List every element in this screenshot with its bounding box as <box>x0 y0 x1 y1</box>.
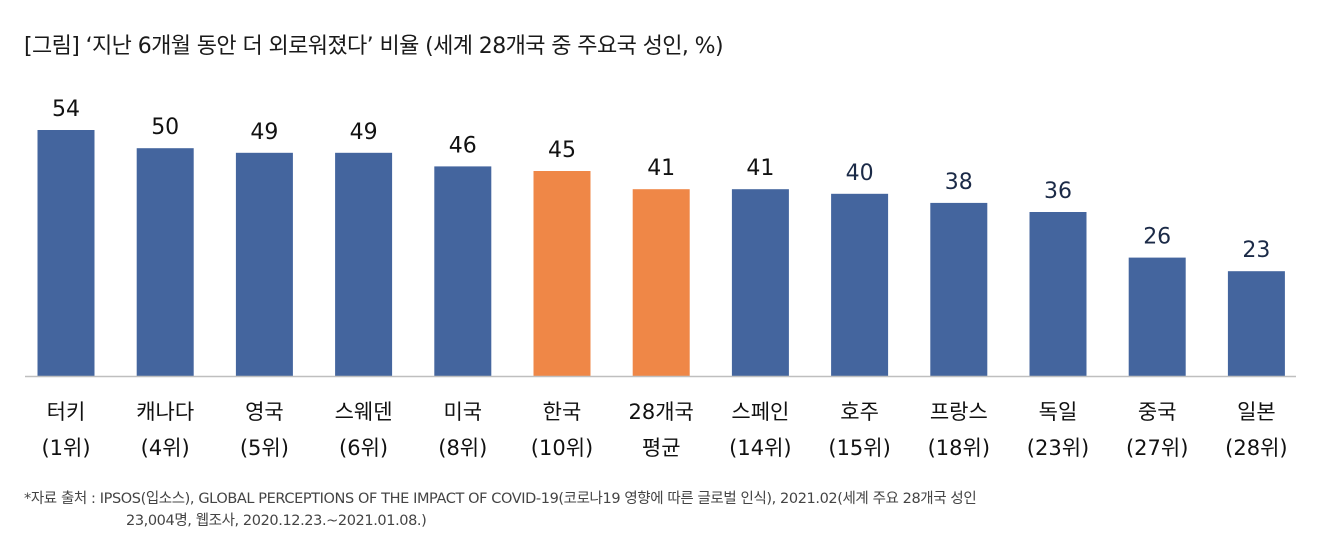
category-label: 스페인 <box>731 400 789 424</box>
category-label: 영국 <box>245 400 284 424</box>
bar-28개국 <box>632 189 690 376</box>
data-label: 45 <box>548 138 576 163</box>
category-label: 중국 <box>1138 400 1177 424</box>
category-label: 터키 <box>47 400 86 424</box>
bar-스페인 <box>731 189 789 376</box>
category-rank-label: (23위) <box>1027 436 1089 460</box>
source-note: *자료 출처 : IPSOS(입소스), GLOBAL PERCEPTIONS … <box>24 488 977 532</box>
data-label: 49 <box>250 120 278 145</box>
bar-터키 <box>37 130 95 376</box>
category-rank-label: (28위) <box>1225 436 1287 460</box>
data-label: 41 <box>647 156 675 181</box>
category-rank-label: (27위) <box>1126 436 1188 460</box>
bar-chart: 54 터키 (1위) 50 캐나다 (4위) 49 영국 (5위) 49 스웨덴 (6위) 46 미국 (8… <box>25 97 1296 460</box>
category-rank-label: (5위) <box>240 436 289 460</box>
bar-스웨덴 <box>335 152 393 376</box>
category-rank-label: (14위) <box>729 436 791 460</box>
category-label: 프랑스 <box>930 400 988 424</box>
category-label: 미국 <box>443 400 482 424</box>
source-line-1: *자료 출처 : IPSOS(입소스), GLOBAL PERCEPTIONS … <box>24 491 977 507</box>
data-label: 26 <box>1143 225 1171 250</box>
bar-프랑스 <box>930 202 988 376</box>
bar-미국 <box>434 166 492 376</box>
data-label: 50 <box>151 115 179 140</box>
bar-독일 <box>1029 212 1087 376</box>
category-rank-label: (10위) <box>531 436 593 460</box>
bar-중국 <box>1128 257 1186 376</box>
data-label: 36 <box>1044 179 1072 204</box>
category-rank-label: 평균 <box>642 436 681 460</box>
category-label: 캐나다 <box>136 400 194 424</box>
category-label: 독일 <box>1039 400 1078 424</box>
data-label: 54 <box>52 97 80 122</box>
bar-한국 <box>533 171 591 376</box>
bar-호주 <box>831 193 889 376</box>
bar-영국 <box>235 152 293 376</box>
category-rank-label: (18위) <box>928 436 990 460</box>
data-label: 40 <box>846 161 874 186</box>
category-rank-label: (1위) <box>41 436 90 460</box>
category-label: 일본 <box>1237 400 1276 424</box>
data-label: 46 <box>449 133 477 158</box>
category-rank-label: (8위) <box>438 436 487 460</box>
source-line-2: 23,004명, 웹조사, 2020.12.23.~2021.01.08.) <box>126 513 427 529</box>
data-label: 23 <box>1242 238 1270 263</box>
category-label: 스웨덴 <box>335 400 393 424</box>
data-label: 41 <box>746 156 774 181</box>
chart-title: [그림] ‘지난 6개월 동안 더 외로워졌다’ 비율 (세계 28개국 중 주… <box>24 34 724 59</box>
bar-일본 <box>1227 271 1285 376</box>
category-label: 호주 <box>840 400 879 424</box>
data-label: 38 <box>945 170 973 195</box>
bar-캐나다 <box>136 148 194 376</box>
category-label: 28개국 <box>629 400 694 424</box>
data-label: 49 <box>350 120 378 145</box>
category-rank-label: (15위) <box>828 436 890 460</box>
category-rank-label: (6위) <box>339 436 388 460</box>
category-rank-label: (4위) <box>141 436 190 460</box>
category-label: 한국 <box>543 400 582 424</box>
